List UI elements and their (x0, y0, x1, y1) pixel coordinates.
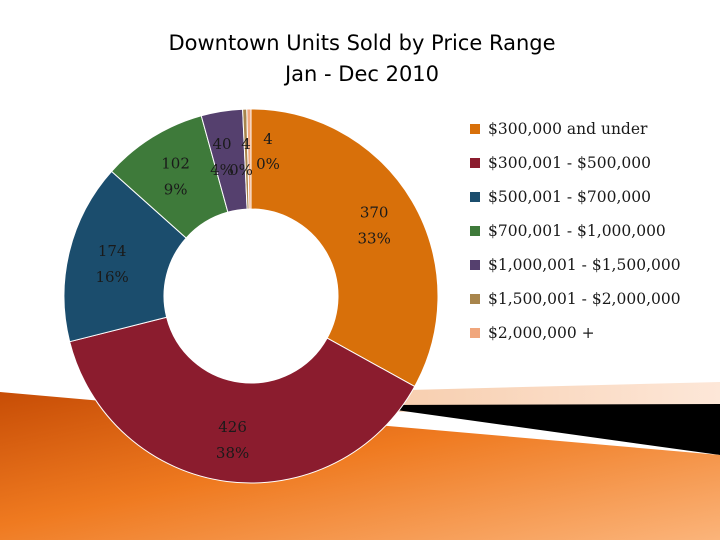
chart-title: Downtown Units Sold by Price Range (168, 31, 555, 55)
slice-labels: 370 33% 426 38% 174 16% 102 9% 40 4% 4 0% 4 0% (95, 130, 390, 462)
legend-swatch-7 (470, 328, 480, 338)
slice-6-percent-label: 0% (229, 161, 253, 179)
slice-1-value-label: 370 (360, 203, 389, 221)
slice-2-value-label: 426 (218, 418, 247, 436)
legend-label-5: $1,000,001 - $1,500,000 (488, 256, 681, 274)
slice-3-wedge (63, 170, 187, 343)
slice-5-percent-label: 4% (210, 161, 234, 179)
slice-1-percent-label: 33% (357, 229, 390, 247)
legend-label-6: $1,500,001 - $2,000,000 (488, 290, 681, 308)
slice-3-percent-label: 16% (95, 268, 128, 286)
chart-subtitle: Jan - Dec 2010 (283, 62, 439, 86)
donut-chart (63, 108, 439, 484)
background-black-band (360, 404, 720, 455)
chart-legend: $300,000 and under $300,001 - $500,000 $50… (470, 120, 681, 342)
legend-label-1: $300,000 and under (488, 120, 648, 138)
legend-swatch-3 (470, 192, 480, 202)
slice-7-percent-label: 0% (256, 155, 280, 173)
slice-5-value-label: 40 (212, 135, 231, 153)
legend-label-3: $500,001 - $700,000 (488, 188, 651, 206)
legend-label-4: $700,001 - $1,000,000 (488, 222, 666, 240)
slice-1-wedge (250, 108, 439, 388)
slice-4-value-label: 102 (161, 154, 190, 172)
legend-swatch-5 (470, 260, 480, 270)
slice-7-wedge (246, 108, 252, 210)
legend-label-2: $300,001 - $500,000 (488, 154, 651, 172)
legend-label-7: $2,000,000 + (488, 324, 595, 342)
legend-swatch-2 (470, 158, 480, 168)
legend-swatch-4 (470, 226, 480, 236)
slice-2-wedge (69, 316, 416, 484)
slice-7-value-label: 4 (263, 130, 273, 148)
slice-4-percent-label: 9% (164, 180, 188, 198)
slice-2-percent-label: 38% (216, 444, 249, 462)
slice-6-value-label: 4 (241, 135, 251, 153)
slice-3-value-label: 174 (98, 242, 127, 260)
legend-swatch-1 (470, 124, 480, 134)
legend-swatch-6 (470, 294, 480, 304)
